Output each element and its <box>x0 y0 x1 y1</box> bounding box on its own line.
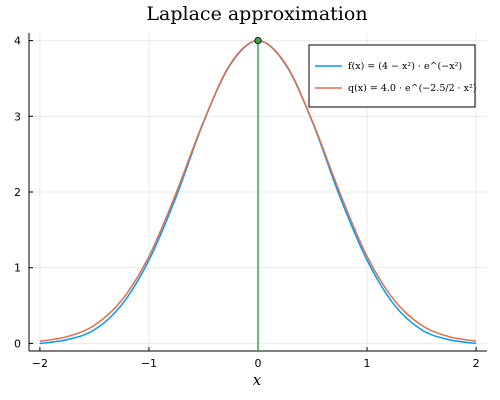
y-tick-label: 1 <box>14 262 21 275</box>
legend-label-q: q(x) = 4.0 · e^(−2.5/2 · x²) <box>348 83 477 94</box>
legend-box <box>308 44 476 108</box>
legend: f(x) = (4 − x²) · e^(−x²) q(x) = 4.0 · e… <box>308 44 477 108</box>
x-tick-label: −2 <box>32 357 48 370</box>
chart-title: Laplace approximation <box>146 3 367 25</box>
y-tick-label: 2 <box>14 186 21 199</box>
x-axis-label: x <box>253 371 262 389</box>
y-tick-label: 4 <box>14 35 21 48</box>
x-tick-label: 0 <box>255 357 262 370</box>
mode-point <box>254 36 262 45</box>
y-tick-label: 0 <box>14 337 21 350</box>
tick-labels: −2 −1 0 1 2 0 1 2 3 4 <box>14 35 480 370</box>
legend-label-f: f(x) = (4 − x²) · e^(−x²) <box>348 61 462 72</box>
y-tick-label: 3 <box>14 110 21 123</box>
mode-annotation <box>254 36 262 351</box>
x-tick-label: 2 <box>473 357 480 370</box>
x-tick-label: 1 <box>364 357 371 370</box>
x-tick-label: −1 <box>141 357 157 370</box>
